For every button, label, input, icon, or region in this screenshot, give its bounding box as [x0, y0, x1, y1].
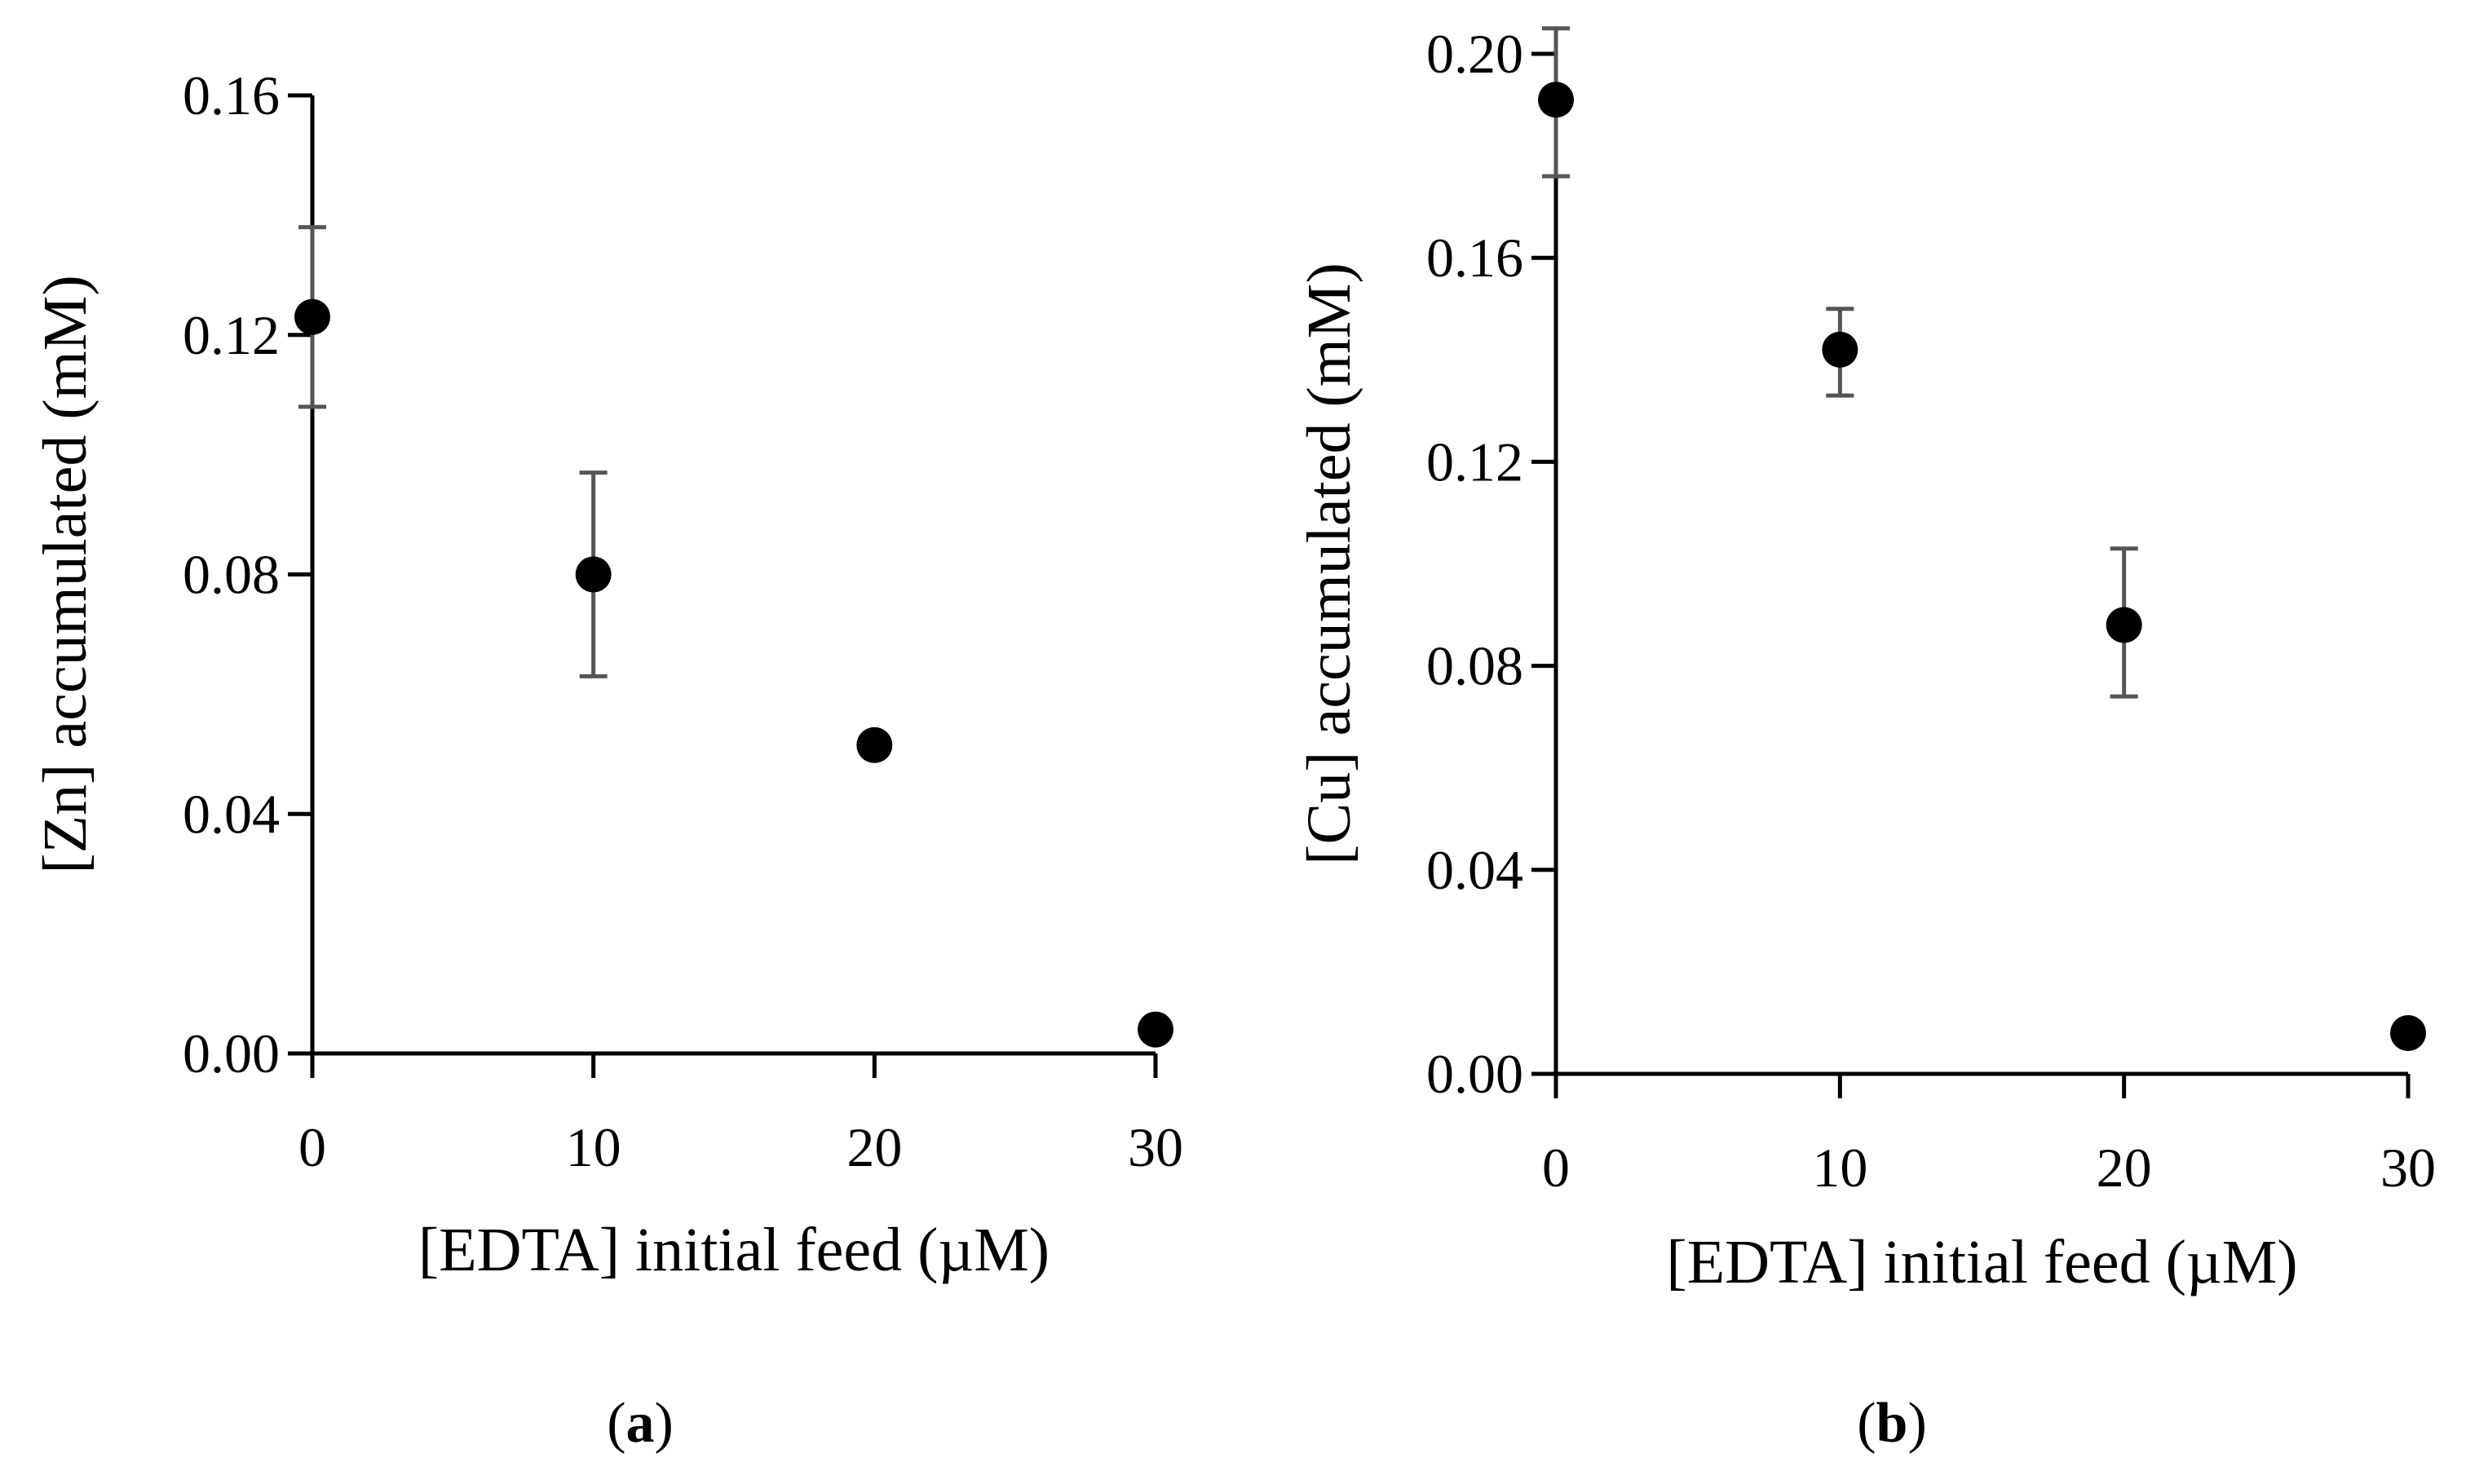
panel-label-paren-close: ): [1907, 1392, 1926, 1455]
y-tick-label: 0.16: [183, 64, 280, 126]
panel-label-paren-close: ): [655, 1392, 674, 1455]
x-tick-label: 0: [298, 1116, 326, 1178]
data-point: [575, 556, 612, 593]
panel-label-letter: b: [1876, 1392, 1908, 1455]
y-tick-label: 0.12: [183, 304, 280, 366]
y-tick-label: 0.16: [1426, 227, 1523, 289]
panel-label-letter: a: [626, 1392, 655, 1455]
data-point: [294, 298, 330, 335]
x-axis-title: [EDTA] initial feed (µM): [1666, 1228, 2297, 1296]
data-point: [2106, 607, 2142, 643]
x-tick-label: 20: [846, 1116, 902, 1178]
x-tick-label: 20: [2097, 1137, 2152, 1199]
panel-label-paren-open: (: [607, 1392, 625, 1455]
panel-label: (a): [607, 1392, 674, 1455]
panel-label: (b): [1857, 1392, 1927, 1455]
data-point: [1822, 331, 1858, 368]
panel-label-paren-open: (: [1857, 1392, 1876, 1455]
y-tick-label: 0.04: [183, 783, 280, 845]
x-tick-label: 30: [1128, 1116, 1183, 1178]
panel-a-zn-chart: 0.00 0.04 0.08 0.12 0.16 0 10 20 30 [EDTA] initia…: [31, 64, 1183, 1455]
y-tick-label: 0.04: [1426, 839, 1523, 901]
panel-b-cu-chart: 0.00 0.04 0.08 0.12 0.16 0.20 0 10 20 30 [EDTA] in…: [1295, 23, 2436, 1455]
y-tick-label: 0.08: [1426, 635, 1523, 697]
y-axis-title: [Zn] accumulated (mM): [31, 275, 99, 873]
y-tick-label: 0.00: [183, 1022, 280, 1084]
data-point: [2390, 1014, 2426, 1051]
data-point: [1138, 1011, 1173, 1048]
x-axis-title: [EDTA] initial feed (µM): [418, 1216, 1050, 1284]
x-tick-label: 10: [566, 1116, 621, 1178]
x-tick-label: 0: [1542, 1137, 1570, 1199]
y-tick-label: 0.12: [1426, 431, 1523, 492]
y-tick-label: 0.08: [183, 544, 280, 606]
data-point: [1538, 82, 1574, 118]
y-tick-label: 0.00: [1426, 1043, 1523, 1105]
y-tick-label: 0.20: [1426, 23, 1523, 85]
x-tick-label: 30: [2380, 1137, 2436, 1199]
data-point: [856, 727, 893, 763]
y-axis-title: [Cu] accumulated (mM): [1295, 263, 1363, 865]
x-tick-label: 10: [1812, 1137, 1867, 1199]
